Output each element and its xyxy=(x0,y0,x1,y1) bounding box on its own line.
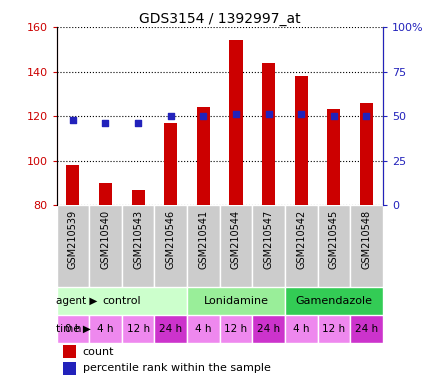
Bar xyxy=(219,205,252,287)
Bar xyxy=(187,315,219,343)
Bar xyxy=(63,362,76,375)
Text: GSM210543: GSM210543 xyxy=(133,210,143,269)
Bar xyxy=(154,315,187,343)
Bar xyxy=(56,205,89,287)
Text: time ▶: time ▶ xyxy=(56,324,91,334)
Bar xyxy=(294,76,307,205)
Bar xyxy=(89,205,122,287)
Text: control: control xyxy=(102,296,141,306)
Bar xyxy=(131,190,144,205)
Bar xyxy=(196,107,210,205)
Bar xyxy=(317,205,349,287)
Text: GSM210541: GSM210541 xyxy=(198,210,208,269)
Bar xyxy=(56,287,187,315)
Point xyxy=(362,113,369,119)
Point xyxy=(69,117,76,123)
Text: 12 h: 12 h xyxy=(126,324,149,334)
Text: 24 h: 24 h xyxy=(256,324,279,334)
Bar xyxy=(317,315,349,343)
Text: 24 h: 24 h xyxy=(159,324,182,334)
Text: GSM210546: GSM210546 xyxy=(165,210,175,269)
Bar xyxy=(164,123,177,205)
Bar xyxy=(284,287,382,315)
Bar xyxy=(252,205,284,287)
Bar xyxy=(63,346,76,358)
Text: count: count xyxy=(82,347,114,357)
Bar xyxy=(219,315,252,343)
Point xyxy=(102,120,108,126)
Bar xyxy=(187,287,284,315)
Bar xyxy=(349,205,382,287)
Text: GSM210545: GSM210545 xyxy=(328,210,338,269)
Bar xyxy=(154,205,187,287)
Point xyxy=(330,113,337,119)
Bar xyxy=(56,315,89,343)
Text: Gamendazole: Gamendazole xyxy=(295,296,372,306)
Point xyxy=(135,120,141,126)
Text: GSM210540: GSM210540 xyxy=(100,210,110,269)
Text: GSM210544: GSM210544 xyxy=(230,210,240,269)
Text: 0 h: 0 h xyxy=(65,324,81,334)
Bar xyxy=(284,205,317,287)
Bar xyxy=(326,109,339,205)
Bar xyxy=(349,315,382,343)
Bar xyxy=(99,183,112,205)
Bar xyxy=(359,103,372,205)
Bar xyxy=(187,205,219,287)
Text: 12 h: 12 h xyxy=(322,324,345,334)
Text: agent ▶: agent ▶ xyxy=(56,296,97,306)
Text: 4 h: 4 h xyxy=(293,324,309,334)
Text: GSM210548: GSM210548 xyxy=(361,210,371,269)
Point xyxy=(265,111,272,118)
Point xyxy=(199,113,207,119)
Text: percentile rank within the sample: percentile rank within the sample xyxy=(82,363,270,373)
Bar xyxy=(261,63,275,205)
Text: 4 h: 4 h xyxy=(97,324,113,334)
Point xyxy=(297,111,304,118)
Bar xyxy=(229,40,242,205)
Text: GSM210547: GSM210547 xyxy=(263,210,273,269)
Text: GSM210539: GSM210539 xyxy=(68,210,78,269)
Text: 4 h: 4 h xyxy=(195,324,211,334)
Bar xyxy=(66,165,79,205)
Bar xyxy=(122,315,154,343)
Bar xyxy=(122,205,154,287)
Point xyxy=(167,113,174,119)
Bar xyxy=(284,315,317,343)
Bar xyxy=(252,315,284,343)
Text: GSM210542: GSM210542 xyxy=(296,210,306,269)
Bar xyxy=(89,315,122,343)
Point xyxy=(232,111,239,118)
Text: 12 h: 12 h xyxy=(224,324,247,334)
Text: 24 h: 24 h xyxy=(354,324,377,334)
Text: Lonidamine: Lonidamine xyxy=(203,296,268,306)
Title: GDS3154 / 1392997_at: GDS3154 / 1392997_at xyxy=(138,12,300,26)
